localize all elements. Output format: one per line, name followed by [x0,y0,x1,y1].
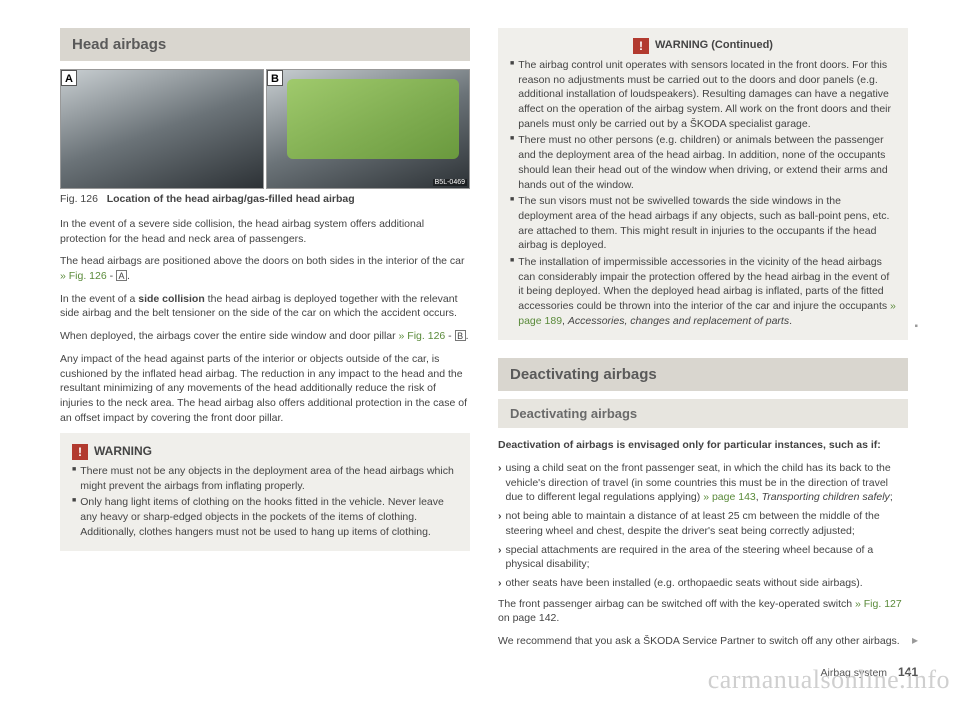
section-header-head-airbags: Head airbags [60,28,470,61]
warning-item: ■The sun visors must not be swivelled to… [510,194,896,253]
warning-title: ! WARNING [72,443,458,460]
deactivation-intro: Deactivation of airbags is envisaged onl… [498,438,908,453]
warning-icon: ! [633,38,649,54]
warning-icon: ! [72,444,88,460]
continue-icon: ▸ [912,632,918,649]
para-2: The head airbags are positioned above th… [60,254,470,283]
para-4: When deployed, the airbags cover the ent… [60,329,470,344]
warning-box-left: ! WARNING ■There must not be any objects… [60,433,470,551]
warning-item: ■ The installation of impermissible acce… [510,255,896,328]
caption-text: Location of the head airbag/gas-filled h… [107,193,355,205]
warning-list-left: ■There must not be any objects in the de… [72,464,458,539]
figure-tag-a: A [61,70,77,86]
caption-prefix: Fig. 126 [60,193,98,205]
link-fig127[interactable]: » Fig. 127 [855,598,902,610]
figure-code: B5L-0469 [433,179,467,186]
warning-continued-title: ! WARNING (Continued) [510,38,896,54]
para-recommend: We recommend that you ask a ŠKODA Servic… [498,634,908,649]
warning-item: ■There must no other persons (e.g. child… [510,133,896,192]
link-fig126-a[interactable]: » Fig. 126 [60,270,107,282]
para-5: Any impact of the head against parts of … [60,352,470,425]
warning-item: ■The airbag control unit operates with s… [510,58,896,131]
figure-photo-b: B B5L-0469 [266,69,470,189]
figure-126: A B B5L-0469 [60,69,470,189]
list-item: ›special attachments are required in the… [498,543,908,572]
page-footer: Airbag system 141 [821,665,918,679]
section-end-icon: ▪ [914,320,918,334]
page: Head airbags A B B5L-0469 Fig. 126 Locat… [0,0,960,657]
warning-box-right: ! WARNING (Continued) ■The airbag contro… [498,28,908,340]
box-b: B [455,330,466,341]
list-item: ›other seats have been installed (e.g. o… [498,576,908,591]
list-item: › using a child seat on the front passen… [498,461,908,505]
figure-caption: Fig. 126 Location of the head airbag/gas… [60,193,470,205]
link-fig126-b[interactable]: » Fig. 126 [399,330,446,342]
link-page143[interactable]: » page 143 [703,491,756,503]
warning-item: ■There must not be any objects in the de… [72,464,458,493]
footer-page: 141 [898,665,918,679]
figure-photo-a: A [60,69,264,189]
deactivation-list: › using a child seat on the front passen… [498,461,908,591]
para-switch: The front passenger airbag can be switch… [498,597,908,626]
right-column: ! WARNING (Continued) ■The airbag contro… [498,28,908,657]
left-column: Head airbags A B B5L-0469 Fig. 126 Locat… [60,28,470,657]
list-item: ›not being able to maintain a distance o… [498,509,908,538]
footer-label: Airbag system [821,667,888,679]
figure-tag-b: B [267,70,283,86]
sub-header-deactivating: Deactivating airbags [498,399,908,428]
box-a: A [116,270,127,281]
para-1: In the event of a severe side collision,… [60,217,470,246]
section-header-deactivating: Deactivating airbags [498,358,908,391]
para-3: In the event of a side collision the hea… [60,292,470,321]
warning-item: ■Only hang light items of clothing on th… [72,495,458,539]
warning-list-right: ■The airbag control unit operates with s… [510,58,896,328]
